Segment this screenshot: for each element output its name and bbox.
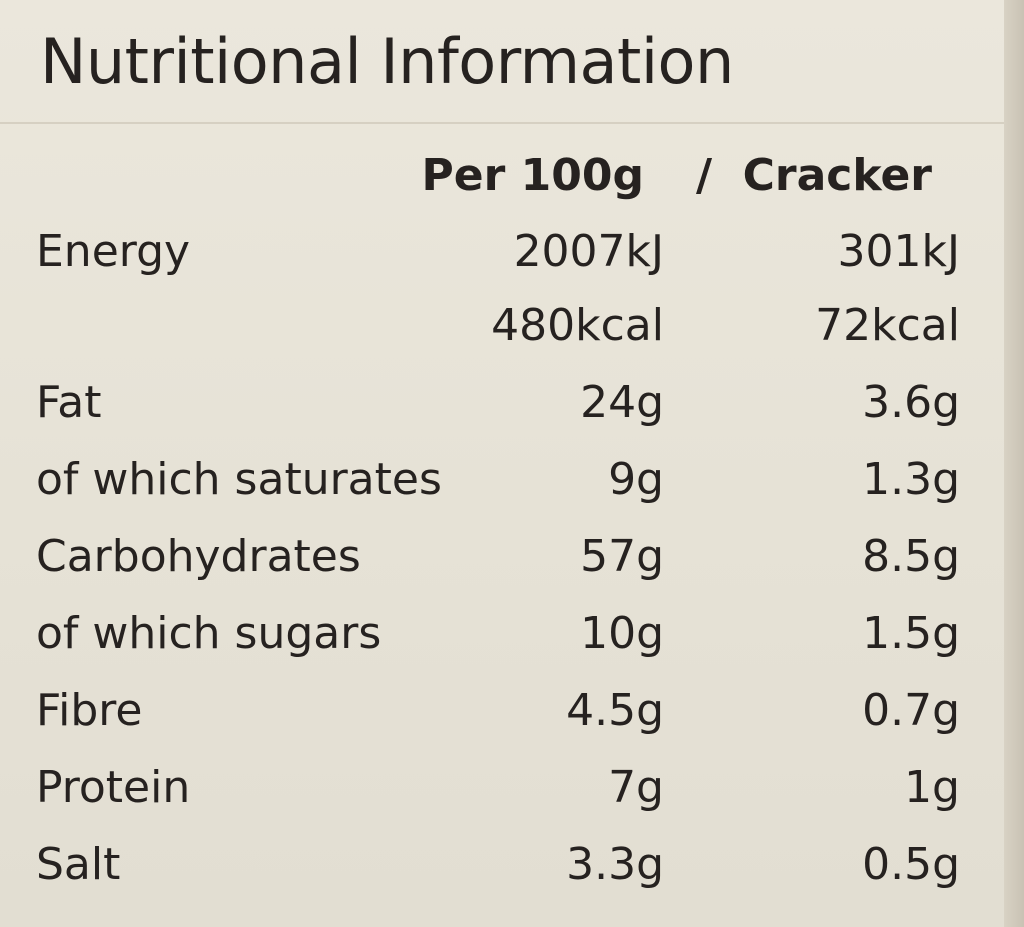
table-row: of which saturates 9g 1.3g (0, 450, 1004, 510)
row-label: Carbohydrates (36, 531, 361, 582)
per-100g-value: 480kcal (491, 300, 664, 351)
row-label: of which sugars (36, 608, 382, 659)
column-header-per-100g: Per 100g (421, 150, 644, 201)
per-cracker-value: 72kcal (815, 300, 960, 351)
row-label: Fat (36, 377, 102, 428)
per-100g-value: 57g (580, 531, 664, 582)
per-100g-value: 7g (608, 762, 664, 813)
per-100g-value: 3.3g (566, 839, 664, 890)
per-cracker-value: 3.6g (862, 377, 960, 428)
row-label: Fibre (36, 685, 143, 736)
per-100g-value: 4.5g (566, 685, 664, 736)
per-cracker-value: 301kJ (837, 226, 960, 277)
per-cracker-value: 0.7g (862, 685, 960, 736)
column-header-separator: / (696, 150, 713, 201)
per-100g-value: 9g (608, 454, 664, 505)
per-cracker-value: 1g (904, 762, 960, 813)
table-row: Salt 3.3g 0.5g (0, 835, 1004, 895)
per-100g-value: 2007kJ (513, 226, 664, 277)
per-cracker-value: 1.5g (862, 608, 960, 659)
per-100g-value: 10g (580, 608, 664, 659)
per-cracker-value: 8.5g (862, 531, 960, 582)
row-label: Energy (36, 226, 191, 277)
table-row: Fibre 4.5g 0.7g (0, 681, 1004, 741)
table-row: of which sugars 10g 1.5g (0, 604, 1004, 664)
table-row: Carbohydrates 57g 8.5g (0, 527, 1004, 587)
title-divider (0, 122, 1004, 124)
per-cracker-value: 0.5g (862, 839, 960, 890)
page-title: Nutritional Information (40, 25, 734, 98)
per-cracker-value: 1.3g (862, 454, 960, 505)
table-row: Energy 2007kJ 301kJ (0, 222, 1004, 282)
row-label: of which saturates (36, 454, 442, 505)
per-100g-value: 24g (580, 377, 664, 428)
package-edge (1004, 0, 1024, 927)
table-row: 480kcal 72kcal (0, 296, 1004, 356)
table-row: Protein 7g 1g (0, 758, 1004, 818)
table-row: Fat 24g 3.6g (0, 373, 1004, 433)
row-label: Salt (36, 839, 121, 890)
column-header-per-cracker: Cracker (742, 150, 932, 201)
row-label: Protein (36, 762, 191, 813)
